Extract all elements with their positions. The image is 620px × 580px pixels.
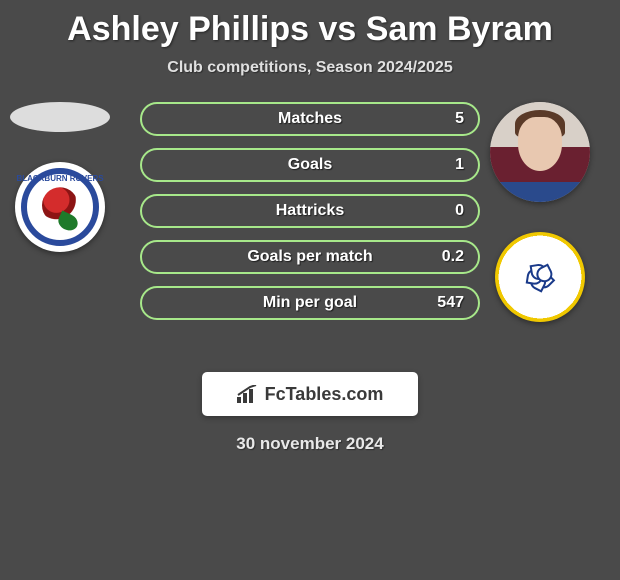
page-title: Ashley Phillips vs Sam Byram [0,0,620,49]
blackburn-badge-text: BLACKBURN ROVERS [15,174,105,183]
player-left-avatar-placeholder [10,102,110,132]
stat-label: Hattricks [276,202,344,220]
comparison-area: BLACKBURN ROVERS Matches 5 Goals 1 Hattr… [0,102,620,352]
player-right-avatar [490,102,590,202]
stat-label: Matches [278,110,342,128]
stat-value: 0.2 [442,248,464,266]
stat-value: 547 [437,294,464,312]
stat-row-goals-per-match: Goals per match 0.2 [140,240,480,274]
stats-list: Matches 5 Goals 1 Hattricks 0 Goals per … [140,102,480,320]
branding-box: FcTables.com [202,372,418,416]
stat-value: 5 [455,110,464,128]
club-badge-leeds [495,232,585,322]
stat-value: 0 [455,202,464,220]
chart-icon [237,385,259,403]
stat-row-matches: Matches 5 [140,102,480,136]
club-badge-blackburn: BLACKBURN ROVERS [15,162,105,252]
stat-row-min-per-goal: Min per goal 547 [140,286,480,320]
subtitle: Club competitions, Season 2024/2025 [0,59,620,77]
stat-label: Min per goal [263,294,357,312]
stat-value: 1 [455,156,464,174]
date-text: 30 november 2024 [0,434,620,454]
player-right-column [480,102,600,322]
stat-row-goals: Goals 1 [140,148,480,182]
branding-text: FcTables.com [265,384,384,405]
stat-row-hattricks: Hattricks 0 [140,194,480,228]
player-left-column: BLACKBURN ROVERS [0,102,120,252]
stat-label: Goals per match [247,248,372,266]
stat-label: Goals [288,156,332,174]
